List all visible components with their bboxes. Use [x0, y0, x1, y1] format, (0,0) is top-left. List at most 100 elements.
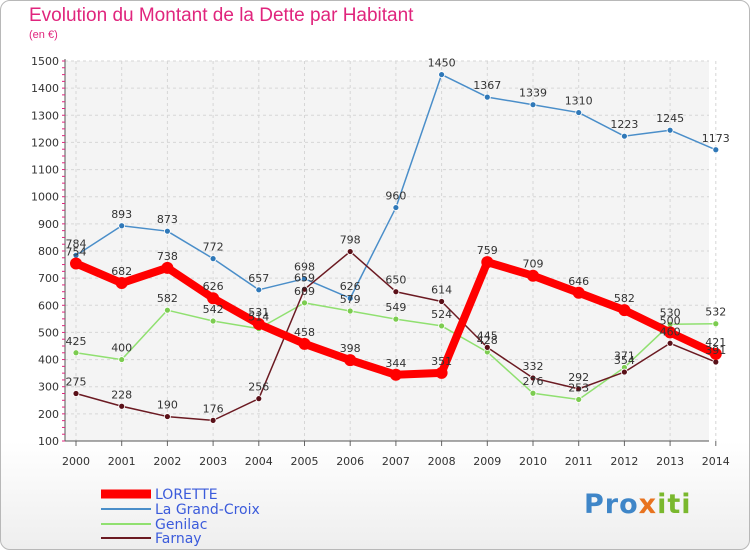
y-tick-label: 600 — [38, 299, 59, 312]
y-tick-label: 1300 — [31, 109, 59, 122]
data-label-farnay: 228 — [111, 388, 132, 401]
data-point-la-grand-croix — [483, 93, 491, 101]
data-label-genilac: 530 — [660, 306, 681, 319]
data-label-la-grand-croix: 1173 — [702, 132, 730, 145]
data-point-lorette — [207, 292, 220, 305]
data-label-la-grand-croix: 1367 — [473, 79, 501, 92]
data-label-farnay: 176 — [203, 402, 224, 415]
data-point-farnay — [163, 413, 171, 420]
data-label-la-grand-croix: 873 — [157, 213, 178, 226]
unit-label: (en €) — [29, 29, 58, 41]
data-point-la-grand-croix — [621, 132, 628, 140]
data-label-la-grand-croix: 893 — [111, 208, 132, 221]
data-label-farnay: 275 — [66, 376, 87, 389]
data-point-farnay — [346, 248, 354, 255]
data-point-la-grand-croix — [666, 126, 674, 134]
data-point-farnay — [712, 358, 720, 366]
data-point-genilac — [118, 356, 126, 363]
data-point-la-grand-croix — [301, 275, 308, 283]
data-point-lorette — [572, 286, 585, 299]
data-label-la-grand-croix: 657 — [248, 272, 269, 285]
x-tick-label: 2004 — [245, 455, 273, 468]
data-label-farnay: 445 — [477, 329, 498, 342]
data-label-farnay: 650 — [385, 274, 406, 287]
data-point-lorette — [115, 277, 128, 290]
data-label-farnay: 460 — [660, 325, 681, 338]
data-label-lorette: 626 — [203, 280, 224, 293]
data-point-genilac — [346, 307, 354, 315]
data-point-la-grand-croix — [392, 204, 400, 211]
proxiti-logo: Proxiti — [584, 489, 692, 520]
data-label-genilac: 514 — [248, 311, 269, 324]
legend-label-lorette: LORETTE — [155, 487, 218, 503]
data-label-lorette: 351 — [431, 355, 452, 368]
y-tick-label: 1500 — [31, 55, 59, 68]
data-label-genilac: 579 — [340, 293, 361, 306]
data-label-genilac: 582 — [157, 292, 178, 305]
data-label-genilac: 524 — [431, 308, 452, 321]
data-label-la-grand-croix: 626 — [340, 280, 361, 293]
data-point-farnay — [483, 343, 491, 351]
data-label-genilac: 253 — [568, 381, 589, 394]
data-point-genilac — [163, 306, 171, 314]
data-label-farnay: 614 — [431, 283, 452, 296]
y-tick-label: 900 — [38, 218, 59, 231]
y-tick-label: 1400 — [31, 82, 59, 95]
data-point-farnay — [118, 402, 126, 410]
data-point-lorette — [70, 257, 82, 270]
data-label-lorette: 398 — [340, 342, 361, 355]
data-label-lorette: 531 — [248, 306, 269, 319]
legend-label-genilac: Genilac — [155, 517, 207, 533]
x-tick-label: 2010 — [519, 455, 547, 468]
data-label-la-grand-croix: 1339 — [519, 87, 547, 100]
data-label-lorette: 500 — [660, 314, 681, 327]
data-point-la-grand-croix — [255, 286, 263, 294]
data-point-la-grand-croix — [209, 255, 217, 263]
data-point-genilac — [72, 349, 80, 357]
y-tick-label: 700 — [38, 272, 59, 285]
x-tick-label: 2006 — [336, 455, 364, 468]
data-label-farnay: 798 — [340, 234, 361, 247]
y-tick-label: 400 — [38, 354, 59, 367]
data-label-genilac: 400 — [111, 342, 132, 355]
data-point-genilac — [575, 396, 583, 403]
data-point-farnay — [529, 374, 537, 382]
data-label-genilac: 371 — [614, 349, 635, 362]
data-label-farnay: 354 — [614, 354, 635, 367]
y-tick-label: 200 — [38, 408, 59, 421]
data-point-lorette — [618, 304, 631, 317]
data-label-genilac: 532 — [705, 306, 726, 319]
data-point-la-grand-croix — [163, 227, 171, 235]
data-point-farnay — [666, 339, 674, 347]
data-label-genilac: 425 — [66, 335, 87, 348]
y-tick-label: 100 — [38, 435, 59, 448]
data-label-la-grand-croix: 784 — [66, 237, 87, 250]
data-point-la-grand-croix — [712, 146, 720, 154]
data-point-genilac — [712, 320, 720, 328]
data-point-lorette — [298, 337, 311, 350]
data-label-farnay: 256 — [248, 381, 269, 394]
data-point-lorette — [709, 347, 722, 360]
y-tick-label: 1000 — [31, 191, 59, 204]
data-point-la-grand-croix — [438, 71, 446, 78]
data-label-lorette: 709 — [523, 258, 544, 271]
data-point-lorette — [527, 269, 539, 282]
data-point-lorette — [344, 354, 357, 367]
x-tick-label: 2011 — [565, 455, 593, 468]
data-label-lorette: 646 — [568, 275, 589, 288]
data-label-la-grand-croix: 1450 — [428, 57, 456, 70]
data-point-lorette — [435, 366, 448, 379]
y-tick-label: 500 — [38, 326, 59, 339]
data-point-genilac — [392, 315, 400, 323]
data-label-lorette: 738 — [157, 250, 178, 263]
data-label-la-grand-croix: 772 — [203, 241, 224, 254]
x-tick-label: 2008 — [428, 455, 456, 468]
legend-label-la-grand-croix: La Grand-Croix — [155, 502, 260, 518]
data-point-la-grand-croix — [575, 109, 583, 116]
data-point-farnay — [255, 395, 263, 403]
data-label-lorette: 682 — [111, 265, 132, 278]
data-point-la-grand-croix — [346, 294, 354, 302]
data-label-farnay: 659 — [294, 271, 315, 284]
